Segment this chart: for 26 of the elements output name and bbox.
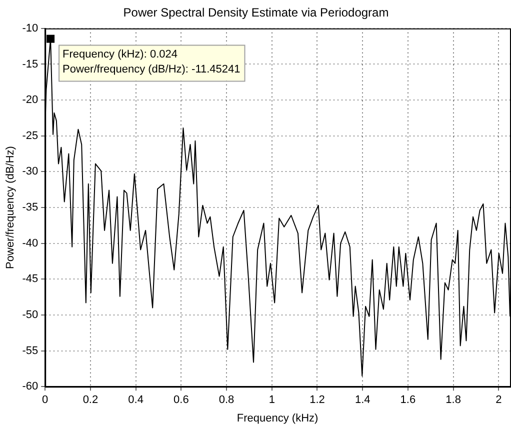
x-tick-label: 0.6 — [174, 394, 189, 406]
y-tick-label: -10 — [22, 22, 38, 34]
x-tick-label: 1 — [268, 394, 275, 406]
x-tick-label: 1.6 — [400, 394, 416, 406]
x-tick-label: 0.8 — [218, 394, 234, 406]
y-tick-label: -50 — [22, 308, 38, 321]
x-tick-label: 1.8 — [446, 394, 461, 406]
chart-title: Power Spectral Density Estimate via Periodogram — [123, 6, 389, 20]
y-tick-label: -40 — [22, 237, 38, 250]
y-tick-label: -35 — [22, 202, 38, 214]
y-tick-label: -20 — [22, 94, 38, 106]
y-tick-label: -45 — [22, 273, 38, 286]
annotation: Frequency (kHz): 0.024 Power/frequency (dB/Hz): -11.45241 — [62, 48, 240, 76]
y-tick-label: -60 — [22, 380, 38, 393]
x-axis-title: Frequency (kHz) — [236, 412, 318, 424]
x-tick-label: 0 — [42, 394, 48, 406]
y-tick-label: -25 — [22, 130, 38, 142]
x-tick-label: 0.2 — [82, 394, 98, 406]
y-tick-label: -30 — [22, 166, 38, 178]
y-axis-title: Power/frequency (dB/Hz) — [4, 146, 17, 269]
x-tick-label: 1.2 — [310, 394, 325, 406]
y-tick-label: -15 — [22, 58, 38, 70]
y-tick-label: -55 — [22, 344, 38, 357]
x-tick-label: 2 — [496, 394, 502, 406]
x-tick-label: 0.4 — [128, 394, 144, 406]
x-tick-label: 1.4 — [354, 394, 370, 406]
